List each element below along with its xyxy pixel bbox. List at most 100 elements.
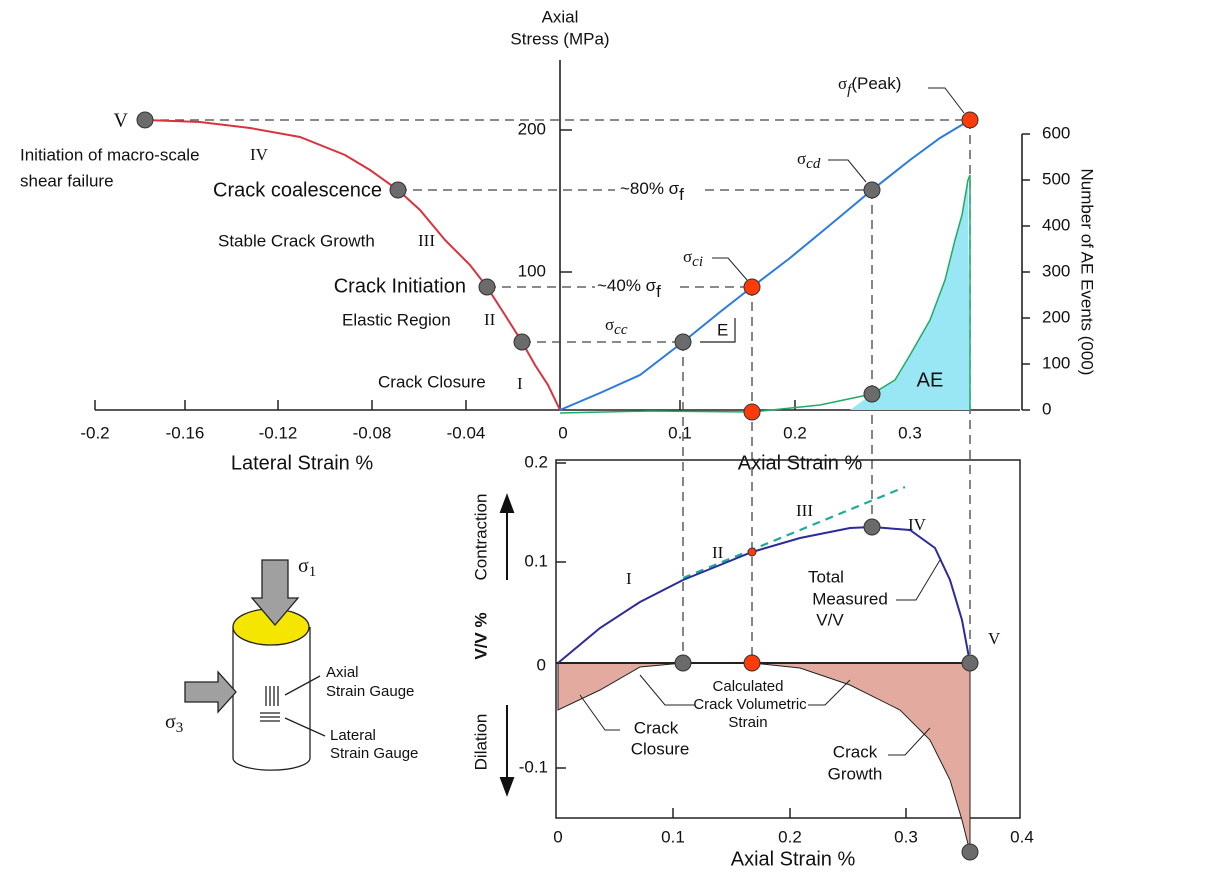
label-part: 3	[176, 720, 184, 736]
label: σci	[683, 247, 703, 271]
shape	[233, 627, 310, 770]
label: Lateral	[330, 727, 376, 744]
label-part: ~40% σ	[597, 276, 657, 295]
label: Strain Gauge	[326, 683, 414, 700]
label: V/V	[816, 610, 844, 629]
x-axis-title: Lateral Strain %	[231, 452, 374, 474]
x-tick: -0.16	[166, 423, 205, 442]
y-axis-title: Stress (MPa)	[510, 29, 609, 48]
point	[137, 112, 153, 128]
label: V	[988, 629, 1001, 648]
label-part: σ	[298, 555, 309, 577]
right-tick: 100	[1042, 353, 1070, 372]
point	[744, 404, 760, 420]
label: Growth	[828, 764, 883, 783]
point	[962, 844, 978, 860]
point	[514, 334, 530, 350]
leader	[712, 258, 747, 280]
leader	[808, 680, 850, 705]
x-tick: 0.3	[898, 423, 922, 442]
label-part: ~80% σ	[620, 179, 680, 198]
label: V	[114, 110, 129, 132]
label-part: σ	[797, 149, 806, 168]
right-tick: 0	[1042, 399, 1051, 418]
x-tick: -0.12	[259, 423, 298, 442]
label: Closure	[631, 739, 690, 758]
y-axis-title: Axial	[542, 7, 579, 26]
axis-ticks	[95, 130, 1030, 410]
right-axis-title: Number of AE Events (000)	[1078, 169, 1097, 376]
right-tick: 300	[1042, 261, 1070, 280]
leader	[896, 560, 940, 600]
right-tick: 500	[1042, 169, 1070, 188]
point	[744, 655, 760, 671]
label-part: σ	[605, 315, 614, 334]
ae-area	[850, 180, 970, 410]
y-tick: -0.1	[519, 757, 548, 776]
y-tick: 0.1	[524, 551, 548, 570]
x-tick: -0.08	[353, 423, 392, 442]
x-tick: -0.04	[447, 423, 486, 442]
label-part: f	[679, 185, 684, 204]
point	[962, 655, 978, 671]
label: Strain	[728, 714, 767, 731]
leader	[828, 160, 866, 182]
label-part: 1	[309, 564, 317, 580]
label: ~40% σf	[597, 276, 661, 301]
label: III	[796, 501, 813, 520]
point	[675, 334, 691, 350]
label: ~80% σf	[620, 179, 684, 204]
label: σ3	[165, 711, 183, 737]
y-axis-label: Contraction	[471, 494, 490, 581]
x-tick: 0.3	[894, 827, 918, 846]
point	[675, 655, 691, 671]
lateral-curve	[145, 120, 560, 410]
label-part: f	[656, 282, 661, 301]
shape	[501, 496, 513, 512]
x-tick: 0.2	[783, 423, 807, 442]
label: Measured	[812, 589, 888, 608]
label: σf(Peak)	[838, 74, 901, 99]
point	[748, 548, 756, 556]
y-tick: 100	[518, 261, 546, 280]
label-part: σ	[683, 247, 692, 266]
label-part: cc	[614, 322, 628, 338]
label: σcd	[797, 149, 821, 173]
label: Strain Gauge	[330, 745, 418, 762]
leader	[928, 88, 964, 113]
point	[864, 519, 880, 535]
shape	[501, 778, 513, 794]
label: σcc	[605, 315, 628, 339]
x-tick: 0.1	[661, 827, 685, 846]
diagram: Axial Stress (MPa) 100 200 -0.2 -0.16 -0…	[0, 0, 1221, 882]
label: Total	[808, 567, 844, 586]
y-tick: 200	[518, 119, 546, 138]
label: Crack Volumetric	[693, 696, 807, 713]
label: Axial	[326, 664, 359, 681]
label: Crack	[833, 742, 878, 761]
label-part: (Peak)	[851, 74, 901, 93]
label: σ1	[298, 555, 316, 581]
leader	[580, 695, 620, 730]
x-axis-title: Axial Strain %	[738, 452, 863, 474]
label: II	[484, 310, 496, 329]
label-part: σ	[838, 74, 847, 93]
label: III	[418, 231, 435, 250]
point	[962, 112, 978, 128]
x-tick: 0.2	[778, 827, 802, 846]
label: AE	[917, 369, 944, 391]
label: Crack	[634, 718, 679, 737]
x-tick: 0	[558, 423, 567, 442]
arrows	[501, 496, 513, 794]
x-axis-title: Axial Strain %	[731, 848, 856, 870]
y-tick: 0.2	[524, 452, 548, 471]
label: Initiation of macro-scale	[20, 145, 200, 164]
point	[479, 279, 495, 295]
label: Crack Initiation	[334, 275, 466, 297]
y-axis-label: Dilation	[471, 714, 490, 771]
y-axis-title: V/V %	[471, 612, 490, 659]
label: Calculated	[713, 678, 784, 695]
specimen	[185, 560, 325, 770]
point	[390, 182, 406, 198]
label: I	[517, 374, 523, 393]
